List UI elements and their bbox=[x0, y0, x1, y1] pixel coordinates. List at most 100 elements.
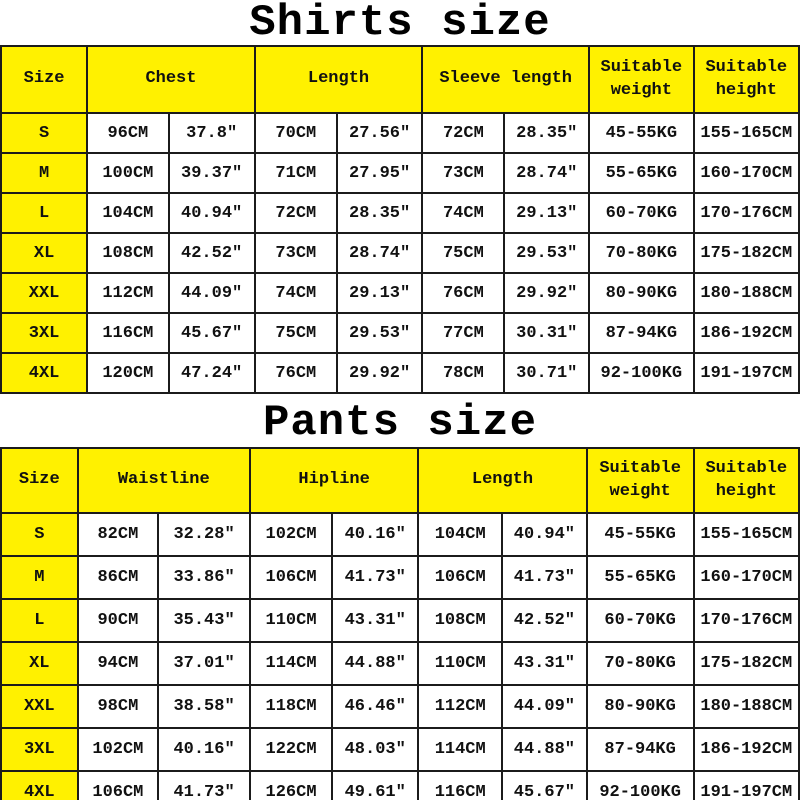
value-cell: 40.16″ bbox=[157, 727, 251, 772]
value-cell: 40.94″ bbox=[501, 512, 588, 557]
table-row: 3XL 116CM 45.67″ 75CM 29.53″ 77CM 30.31″ 87-94K… bbox=[0, 312, 800, 354]
value-cell: 55-65KG bbox=[585, 555, 695, 600]
value-cell: 74CM bbox=[421, 192, 506, 234]
value-cell: 90CM bbox=[76, 598, 160, 643]
value-cell: 60-70KG bbox=[585, 598, 695, 643]
pants-col-header-length: Length bbox=[417, 447, 588, 514]
value-cell: 73CM bbox=[253, 232, 338, 274]
pants-table-body: S 82CM 32.28″ 102CM 40.16″ 104CM 40.94″ 45-55KG… bbox=[0, 512, 800, 800]
value-cell: 42.52″ bbox=[501, 598, 588, 643]
value-cell: 28.35″ bbox=[503, 112, 591, 154]
value-cell: 28.74″ bbox=[335, 232, 424, 274]
shirts-col-header-suitable-height: Suitable height bbox=[692, 45, 800, 114]
value-cell: 76CM bbox=[253, 352, 338, 394]
value-cell: 47.24″ bbox=[167, 352, 256, 394]
value-cell: 44.88″ bbox=[501, 727, 588, 772]
value-cell: 73CM bbox=[421, 152, 506, 194]
value-cell: 71CM bbox=[253, 152, 338, 194]
value-cell: 116CM bbox=[86, 312, 170, 354]
value-cell: 28.74″ bbox=[503, 152, 591, 194]
pants-title: Pants size bbox=[262, 398, 538, 448]
value-cell: 122CM bbox=[248, 727, 334, 772]
value-cell: 175-182CM bbox=[692, 641, 800, 686]
value-cell: 108CM bbox=[86, 232, 170, 274]
value-cell: 40.94″ bbox=[167, 192, 256, 234]
value-cell: 106CM bbox=[76, 770, 160, 800]
value-cell: 191-197CM bbox=[692, 352, 800, 394]
shirts-col-header-suitable-weight: Suitable weight bbox=[588, 45, 695, 114]
value-cell: 108CM bbox=[417, 598, 504, 643]
value-cell: 106CM bbox=[248, 555, 334, 600]
value-cell: 74CM bbox=[253, 272, 338, 314]
size-cell: L bbox=[0, 598, 79, 643]
size-cell: S bbox=[0, 512, 79, 557]
value-cell: 77CM bbox=[421, 312, 506, 354]
value-cell: 92-100KG bbox=[585, 770, 695, 800]
value-cell: 30.71″ bbox=[503, 352, 591, 394]
size-cell: 4XL bbox=[0, 352, 89, 394]
value-cell: 41.73″ bbox=[157, 770, 251, 800]
value-cell: 104CM bbox=[417, 512, 504, 557]
value-cell: 27.95″ bbox=[335, 152, 424, 194]
table-row: M 100CM 39.37″ 71CM 27.95″ 73CM 28.74″ 55-65KG 1… bbox=[0, 152, 800, 194]
value-cell: 45.67″ bbox=[501, 770, 588, 800]
value-cell: 118CM bbox=[248, 684, 334, 729]
table-row: S 82CM 32.28″ 102CM 40.16″ 104CM 40.94″ 45-55KG… bbox=[0, 512, 800, 557]
value-cell: 120CM bbox=[86, 352, 170, 394]
size-cell: 4XL bbox=[0, 770, 79, 800]
table-row: XXL 98CM 38.58″ 118CM 46.46″ 112CM 44.09″ 80-90… bbox=[0, 684, 800, 729]
table-row: XL 108CM 42.52″ 73CM 28.74″ 75CM 29.53″ 70-80KG… bbox=[0, 232, 800, 274]
table-row: L 90CM 35.43″ 110CM 43.31″ 108CM 42.52″ 60-70KG… bbox=[0, 598, 800, 643]
value-cell: 96CM bbox=[86, 112, 170, 154]
value-cell: 29.53″ bbox=[335, 312, 424, 354]
pants-col-header-suitable-height: Suitable height bbox=[692, 447, 800, 514]
value-cell: 55-65KG bbox=[588, 152, 695, 194]
value-cell: 32.28″ bbox=[157, 512, 251, 557]
value-cell: 126CM bbox=[248, 770, 334, 800]
value-cell: 70-80KG bbox=[585, 641, 695, 686]
value-cell: 37.8″ bbox=[167, 112, 256, 154]
value-cell: 106CM bbox=[417, 555, 504, 600]
value-cell: 46.46″ bbox=[331, 684, 420, 729]
value-cell: 45-55KG bbox=[585, 512, 695, 557]
size-cell: S bbox=[0, 112, 89, 154]
table-row: 4XL 120CM 47.24″ 76CM 29.92″ 78CM 30.71″ 92-100… bbox=[0, 352, 800, 394]
value-cell: 186-192CM bbox=[692, 312, 800, 354]
pants-header-row: Size Waistline Hipline Length Suitable w… bbox=[0, 447, 800, 514]
pants-col-header-waistline: Waistline bbox=[76, 447, 251, 514]
size-cell: L bbox=[0, 192, 89, 234]
value-cell: 92-100KG bbox=[588, 352, 695, 394]
pants-col-header-suitable-weight: Suitable weight bbox=[585, 447, 695, 514]
value-cell: 38.58″ bbox=[157, 684, 251, 729]
value-cell: 29.13″ bbox=[335, 272, 424, 314]
value-cell: 102CM bbox=[248, 512, 334, 557]
value-cell: 87-94KG bbox=[585, 727, 695, 772]
size-cell: M bbox=[0, 152, 89, 194]
value-cell: 114CM bbox=[248, 641, 334, 686]
value-cell: 43.31″ bbox=[501, 641, 588, 686]
value-cell: 87-94KG bbox=[588, 312, 695, 354]
value-cell: 155-165CM bbox=[692, 112, 800, 154]
size-cell: 3XL bbox=[0, 312, 89, 354]
value-cell: 82CM bbox=[76, 512, 160, 557]
value-cell: 104CM bbox=[86, 192, 170, 234]
shirts-col-header-chest: Chest bbox=[86, 45, 256, 114]
value-cell: 41.73″ bbox=[501, 555, 588, 600]
value-cell: 35.43″ bbox=[157, 598, 251, 643]
value-cell: 40.16″ bbox=[331, 512, 420, 557]
value-cell: 155-165CM bbox=[692, 512, 800, 557]
value-cell: 170-176CM bbox=[692, 598, 800, 643]
size-cell: XL bbox=[0, 232, 89, 274]
table-row: L 104CM 40.94″ 72CM 28.35″ 74CM 29.13″ 60-70KG 1… bbox=[0, 192, 800, 234]
value-cell: 44.88″ bbox=[331, 641, 420, 686]
value-cell: 112CM bbox=[417, 684, 504, 729]
value-cell: 75CM bbox=[421, 232, 506, 274]
table-row: 4XL 106CM 41.73″ 126CM 49.61″ 116CM 45.67″ 92-1… bbox=[0, 770, 800, 800]
value-cell: 180-188CM bbox=[692, 684, 800, 729]
value-cell: 110CM bbox=[248, 598, 334, 643]
value-cell: 30.31″ bbox=[503, 312, 591, 354]
value-cell: 44.09″ bbox=[501, 684, 588, 729]
value-cell: 41.73″ bbox=[331, 555, 420, 600]
value-cell: 27.56″ bbox=[335, 112, 424, 154]
